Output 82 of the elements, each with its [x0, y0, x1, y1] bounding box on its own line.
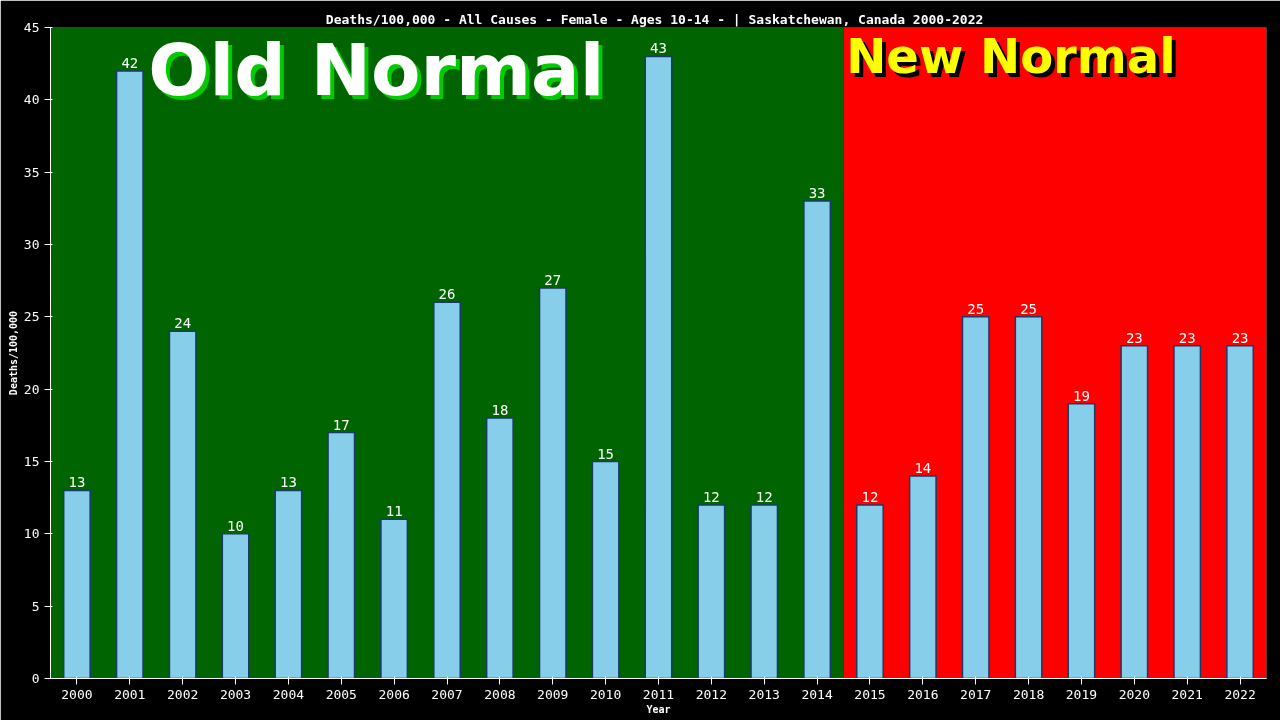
x-tick-label: 2000 [61, 686, 93, 702]
data-label: 17 [332, 416, 350, 433]
bar [168, 330, 197, 679]
y-tick-label: 20 [23, 381, 40, 397]
bar [908, 475, 937, 679]
data-label: 12 [755, 488, 773, 505]
data-label: 33 [808, 185, 826, 202]
x-tick-label: 2020 [1118, 686, 1150, 702]
bar [961, 316, 990, 679]
y-tick-label: 30 [23, 237, 40, 252]
data-label: 26 [438, 286, 456, 303]
data-label: 27 [544, 271, 562, 288]
data-label: 25 [967, 300, 985, 317]
bar [115, 70, 144, 679]
x-tick-label: 2013 [748, 686, 780, 702]
x-tick-label: 2009 [537, 686, 569, 702]
data-label: 19 [1073, 387, 1090, 404]
bar [274, 489, 303, 679]
bar [697, 504, 726, 679]
data-label: 43 [650, 40, 667, 57]
x-tick-label: 2019 [1065, 686, 1098, 702]
x-tick-label: 2015 [854, 686, 886, 702]
bar [591, 460, 620, 679]
data-label: 13 [68, 474, 86, 491]
bar [221, 533, 250, 679]
data-label: 15 [597, 445, 615, 462]
chart-title: Deaths/100,000 - All Causes - Female - Ages 10-14 - | Saskatchewan, Canada 2000-2022 [325, 11, 984, 27]
x-tick-label: 2011 [642, 686, 675, 702]
data-label: 13 [279, 474, 297, 491]
x-axis-title: Year [646, 703, 671, 715]
bar [485, 417, 514, 679]
y-tick-label: 5 [31, 598, 40, 614]
x-tick-label: 2010 [589, 686, 622, 702]
x-tick-label: 2003 [219, 686, 252, 702]
data-label: 23 [1231, 329, 1249, 346]
x-tick-label: 2004 [272, 686, 305, 702]
bar [1173, 345, 1202, 679]
y-tick-label: 0 [31, 671, 40, 686]
data-label: 23 [1178, 329, 1196, 346]
data-label: 11 [385, 503, 403, 520]
data-label: 14 [914, 459, 932, 476]
x-tick-label: 2014 [801, 686, 833, 702]
x-tick-label: 2022 [1224, 686, 1256, 702]
bar [750, 504, 779, 679]
data-label: 10 [227, 517, 244, 534]
y-tick-label: 45 [23, 20, 40, 35]
data-label: 12 [702, 488, 720, 505]
bar [1120, 345, 1149, 679]
bar [644, 55, 673, 679]
y-axis-title: Deaths/100,000 [7, 310, 19, 396]
x-tick-label: 2002 [167, 686, 199, 702]
bar [62, 489, 91, 679]
data-label: 25 [1020, 300, 1038, 317]
data-label: 18 [491, 402, 509, 419]
bar [433, 301, 461, 679]
x-tick-label: 2008 [484, 686, 516, 702]
y-tick-label: 35 [23, 164, 40, 180]
data-label: 42 [121, 54, 139, 71]
x-tick-label: 2018 [1012, 686, 1045, 702]
x-tick-label: 2016 [907, 686, 939, 702]
x-tick-label: 2006 [378, 686, 410, 702]
x-tick-label: 2001 [114, 686, 146, 702]
x-tick-label: 2017 [960, 686, 992, 702]
bar [380, 518, 409, 679]
y-tick-label: 15 [23, 454, 40, 469]
bar [538, 287, 567, 679]
bar [1226, 345, 1255, 679]
x-tick-label: 2007 [431, 686, 463, 702]
data-label: 12 [861, 488, 879, 505]
y-tick-label: 10 [23, 526, 40, 542]
data-label: 23 [1125, 329, 1143, 346]
bar [1067, 402, 1096, 679]
bar [1014, 316, 1043, 679]
data-label: 24 [174, 315, 192, 332]
y-tick-label: 25 [23, 309, 40, 325]
x-tick-label: 2005 [325, 686, 357, 702]
x-tick-label: 2012 [695, 686, 728, 702]
bar [856, 504, 884, 679]
bar [327, 431, 356, 679]
y-tick-label: 40 [23, 92, 40, 108]
x-tick-label: 2021 [1171, 686, 1203, 702]
bar [803, 200, 832, 679]
